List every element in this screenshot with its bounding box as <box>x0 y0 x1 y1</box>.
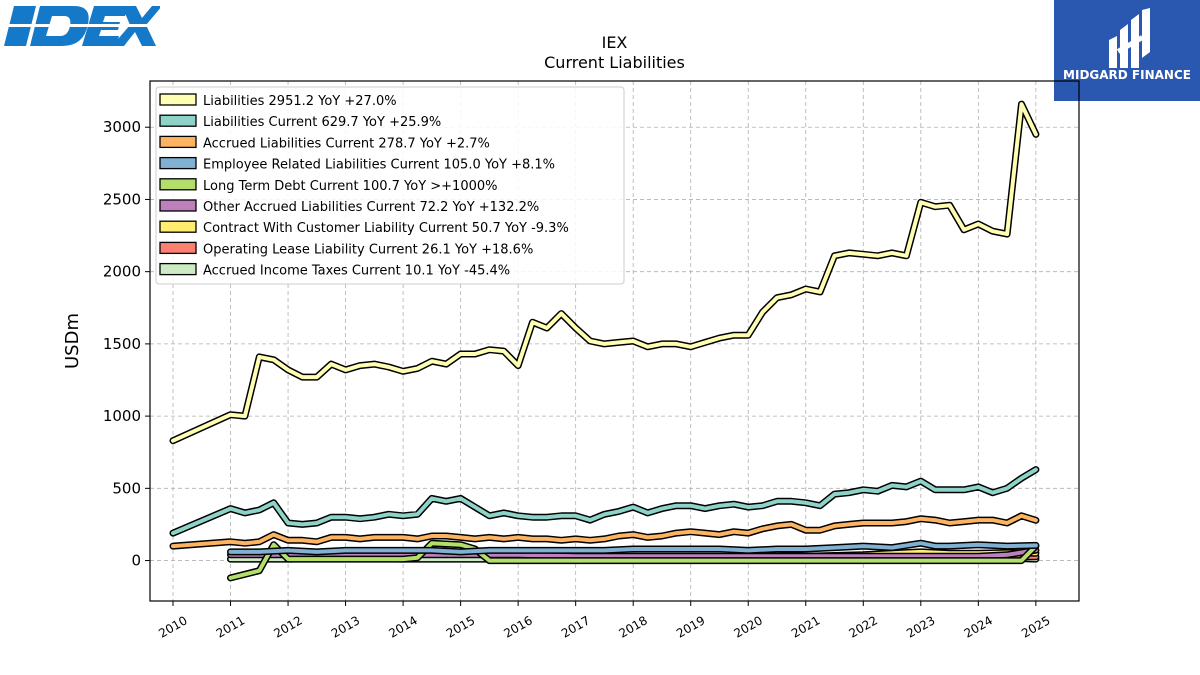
legend-entry: Long Term Debt Current 100.7 YoY >+1000% <box>159 178 498 194</box>
legend-entry: Liabilities 2951.2 YoY +27.0% <box>159 93 397 109</box>
x-tick-label: 2018 <box>616 613 649 640</box>
y-tick-label: 1500 <box>103 335 141 353</box>
chart-title: IEX <box>602 33 628 52</box>
legend-box <box>155 86 625 285</box>
series-line <box>171 513 1038 549</box>
legend-label: Accrued Income Taxes Current 10.1 YoY -4… <box>203 264 510 279</box>
legend-swatch <box>159 178 197 191</box>
midgard-finance-logo-text: MIDGARD FINANCE <box>1063 68 1191 82</box>
y-axis-label: USDm <box>62 313 83 369</box>
legend-swatch <box>159 199 197 212</box>
legend-swatch <box>159 135 197 149</box>
series-line <box>228 541 1038 554</box>
x-tick-label: 2025 <box>1019 613 1052 640</box>
plot-frame <box>149 80 1080 602</box>
midgard-finance-logo: MIDGARD FINANCE <box>1054 0 1200 101</box>
idex-logo-graphic <box>4 6 162 46</box>
y-tick-label: 2000 <box>103 263 141 281</box>
legend-entry: Accrued Liabilities Current 278.7 YoY +2… <box>159 135 490 151</box>
series-line <box>171 467 1038 536</box>
x-tick-label: 2013 <box>329 613 362 640</box>
legend-label: Contract With Customer Liability Current… <box>203 221 569 236</box>
y-axis: 0 500 1000 1500 2000 2500 3000 <box>103 118 150 570</box>
x-tick-label: 2011 <box>214 613 247 640</box>
series-line <box>171 102 1038 443</box>
idex-logo <box>4 4 162 52</box>
chart-subtitle: Current Liabilities <box>544 53 685 72</box>
x-tick-label: 2010 <box>156 613 189 640</box>
legend-swatch <box>159 114 197 127</box>
legend-swatch <box>159 262 197 276</box>
legend-entry: Operating Lease Liability Current 26.1 Y… <box>159 241 533 257</box>
legend-label: Accrued Liabilities Current 278.7 YoY +2… <box>203 136 490 151</box>
series-line <box>228 541 1038 580</box>
legend: Liabilities 2951.2 YoY +27.0% Liabilities… <box>155 86 625 285</box>
x-axis: 2010 2011 2012 2013 2014 2015 2016 2017 2018 2019… <box>156 601 1053 641</box>
legend-label: Long Term Debt Current 100.7 YoY >+1000% <box>203 179 498 194</box>
legend-entry: Employee Related Liabilities Current 105… <box>159 156 555 173</box>
x-tick-label: 2023 <box>904 613 937 640</box>
series-liabilities <box>169 100 1040 445</box>
midgard-logo-mark <box>1109 8 1150 68</box>
x-tick-label: 2014 <box>386 613 419 640</box>
x-tick-label: 2012 <box>271 613 304 640</box>
legend-swatch <box>159 156 197 170</box>
x-tick-label: 2017 <box>559 613 592 640</box>
x-tick-label: 2020 <box>732 613 765 640</box>
x-tick-label: 2024 <box>962 613 995 640</box>
y-tick-label: 500 <box>112 479 141 497</box>
series-accrued-liabilities-current <box>169 512 1040 550</box>
legend-swatch <box>159 241 197 255</box>
series-other-accrued-liabilities-current <box>227 546 1040 560</box>
x-tick-label: 2015 <box>444 613 477 640</box>
y-tick-label: 2500 <box>103 190 141 208</box>
legend-label: Employee Related Liabilities Current 105… <box>203 158 555 173</box>
legend-entry: Accrued Income Taxes Current 10.1 YoY -4… <box>159 262 510 279</box>
legend-label: Liabilities Current 629.7 YoY +25.9% <box>203 115 441 130</box>
y-tick-label: 3000 <box>103 118 141 136</box>
legend-entry: Other Accrued Liabilities Current 72.2 Y… <box>159 199 539 215</box>
x-tick-label: 2021 <box>789 613 822 640</box>
x-tick-label: 2022 <box>847 613 880 640</box>
y-tick-label: 1000 <box>103 407 141 425</box>
legend-entry: Contract With Customer Liability Current… <box>159 220 569 236</box>
legend-label: Liabilities 2951.2 YoY +27.0% <box>203 94 397 109</box>
series-line <box>228 548 1038 559</box>
series-long-term-debt-current <box>227 539 1040 582</box>
legend-swatch <box>159 220 197 233</box>
x-tick-label: 2016 <box>501 613 534 640</box>
legend-entry: Liabilities Current 629.7 YoY +25.9% <box>159 114 441 130</box>
y-tick-label: 0 <box>131 552 141 570</box>
x-tick-label: 2019 <box>674 613 707 640</box>
series-employee-related-liabilities-current <box>227 539 1040 556</box>
legend-swatch <box>159 93 197 106</box>
legend-label: Operating Lease Liability Current 26.1 Y… <box>203 242 533 257</box>
series-liabilities-current <box>169 466 1040 537</box>
legend-label: Other Accrued Liabilities Current 72.2 Y… <box>203 200 539 215</box>
series-layer <box>169 100 1040 582</box>
